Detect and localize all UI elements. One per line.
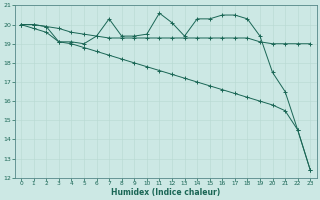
X-axis label: Humidex (Indice chaleur): Humidex (Indice chaleur) xyxy=(111,188,220,197)
